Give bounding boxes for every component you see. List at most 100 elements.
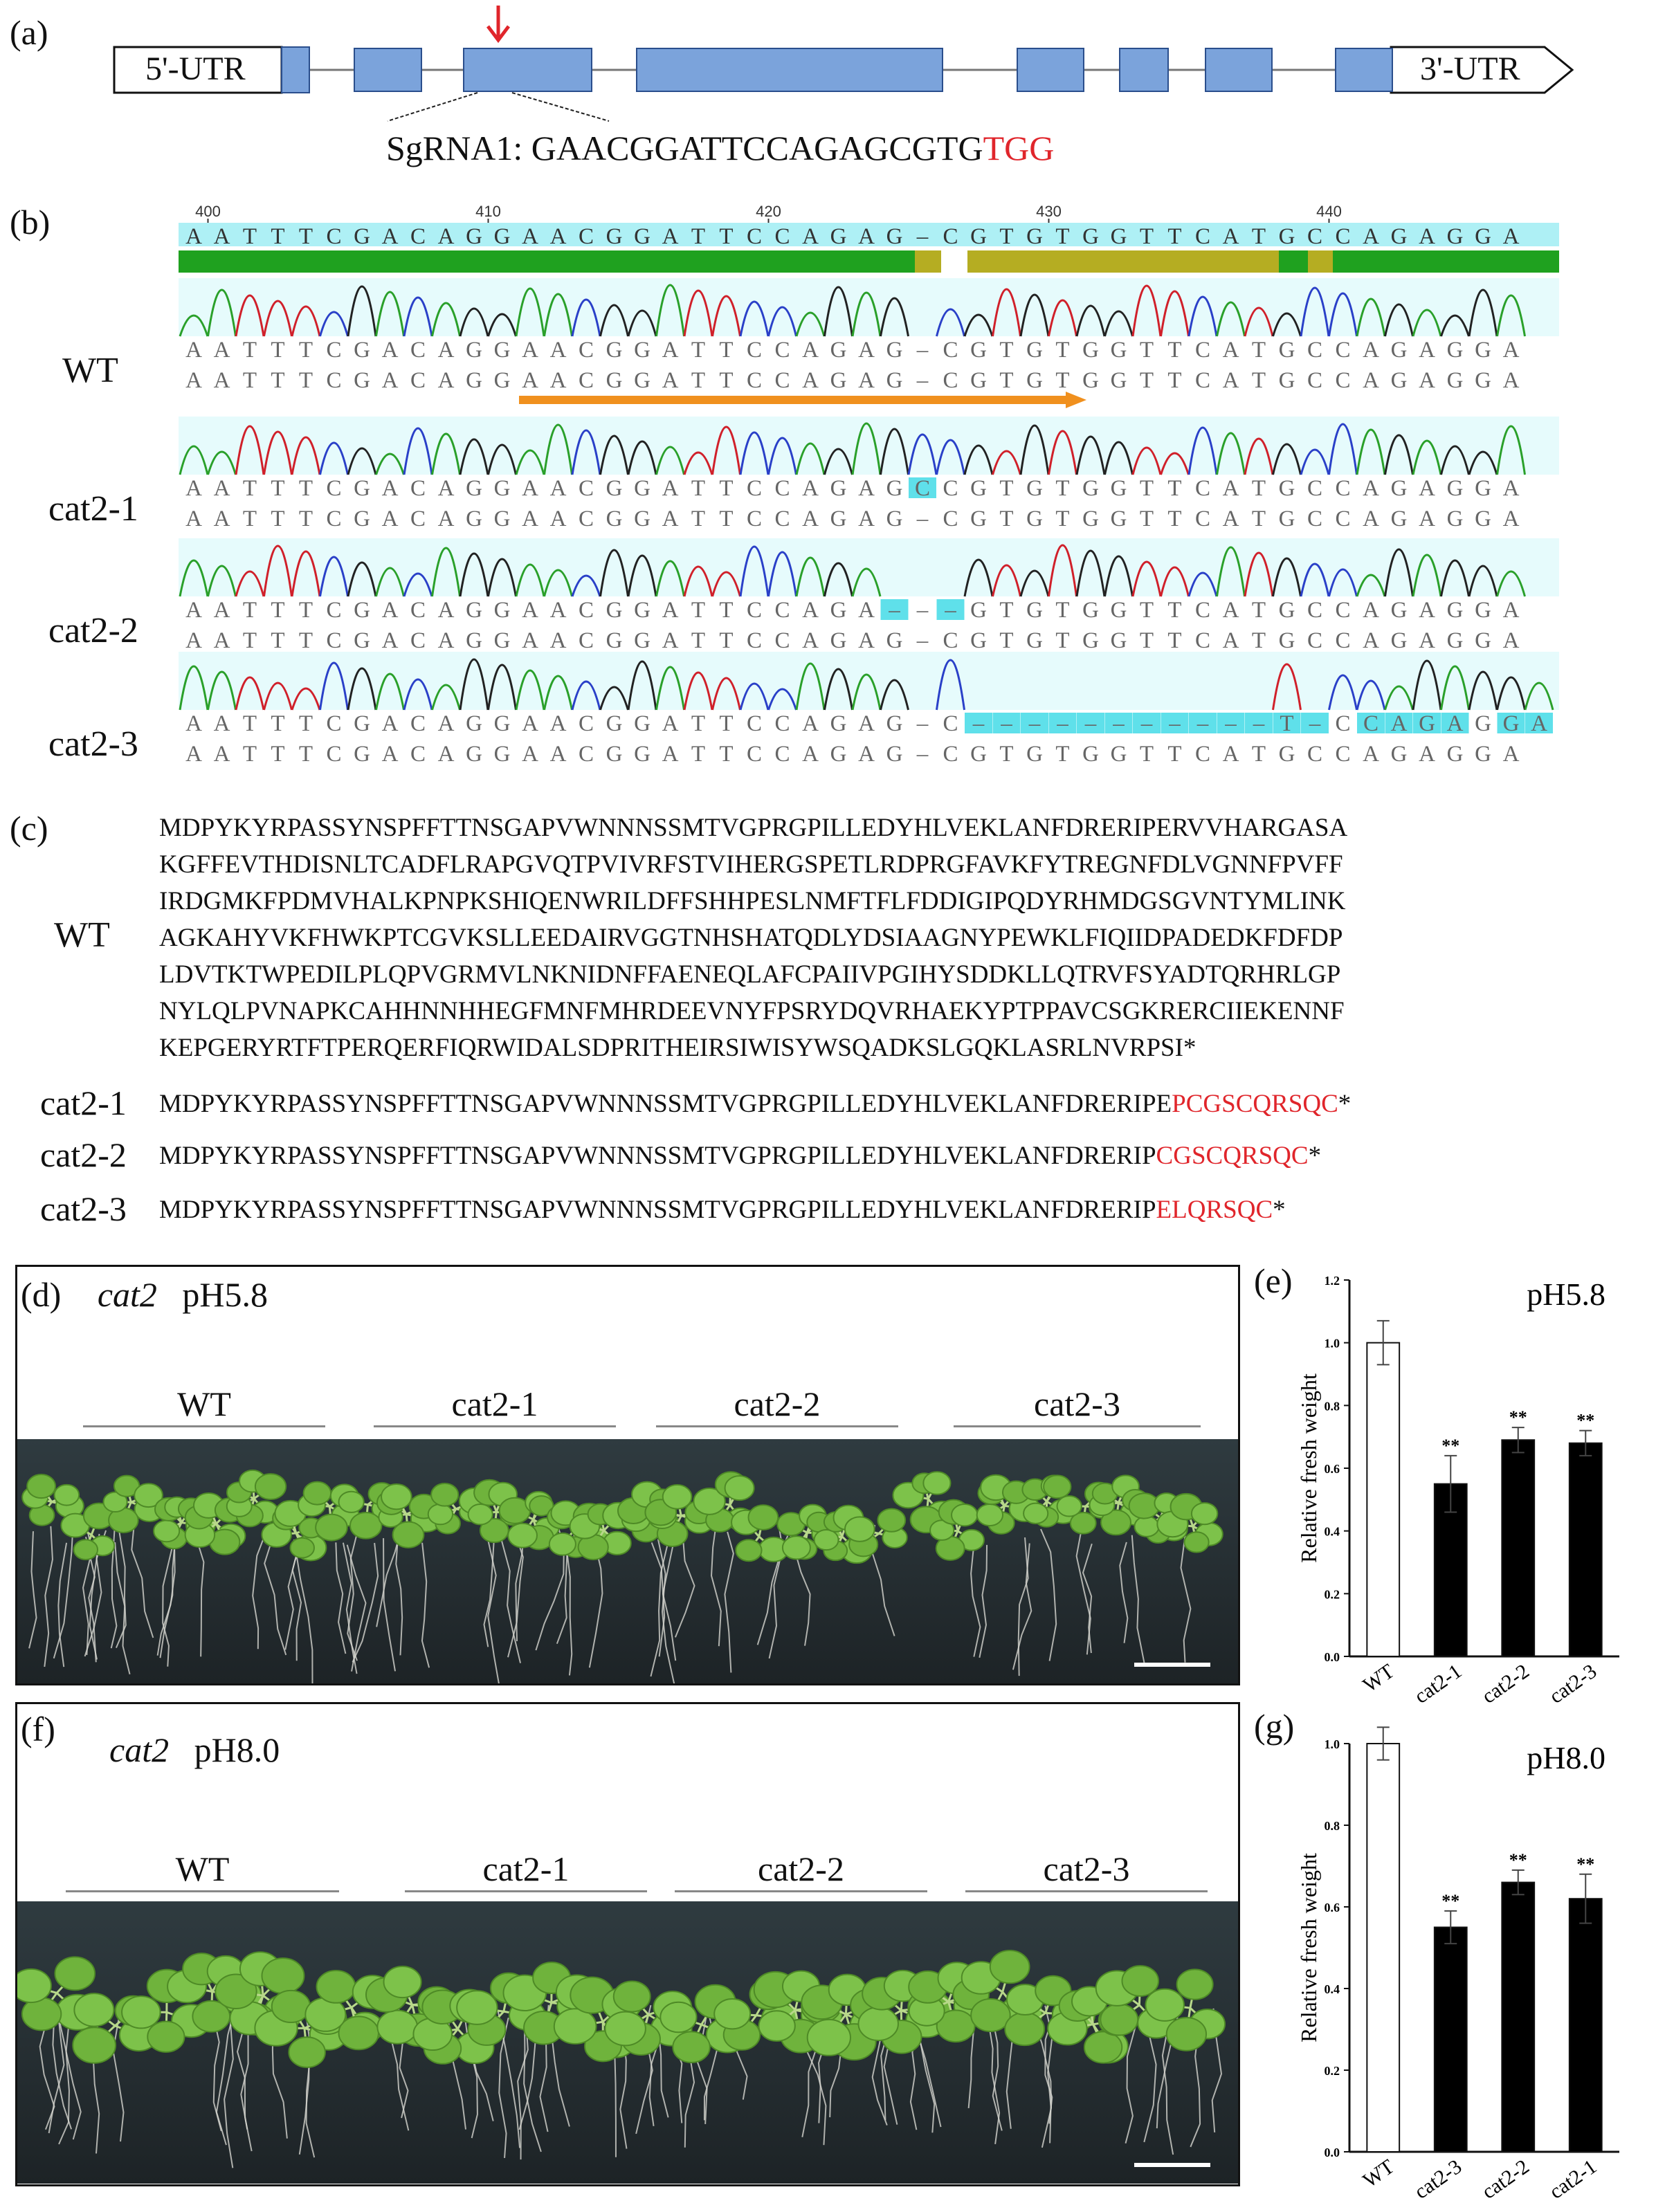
ref-base: G	[1391, 628, 1408, 653]
read-base: G	[1111, 476, 1127, 501]
ref-base: A	[1223, 506, 1239, 531]
root	[990, 2013, 1003, 2131]
ref-base: G	[494, 628, 511, 653]
guide-arrow-icon	[519, 392, 1086, 408]
read-base: A	[522, 338, 538, 363]
trace-peak	[571, 574, 601, 597]
root	[674, 1526, 695, 1638]
reference-base: G	[634, 224, 650, 249]
sample-name: WT	[62, 351, 118, 390]
ref-base: A	[1503, 628, 1520, 653]
read-base: T	[299, 711, 313, 736]
reference-base: T	[719, 224, 733, 249]
exon-5	[1017, 48, 1084, 92]
trace-peak	[1131, 560, 1162, 597]
read-base: T	[1140, 476, 1154, 501]
reference-base: A	[214, 224, 230, 249]
ref-base: C	[326, 506, 341, 531]
root	[346, 1544, 367, 1672]
trace-peak	[992, 564, 1021, 597]
read-base: G	[1111, 338, 1127, 363]
ref-base: G	[1447, 368, 1464, 393]
ref-base: A	[214, 742, 230, 767]
ref-base: G	[886, 506, 903, 531]
read-base: A	[522, 476, 538, 501]
trace-peak	[235, 676, 265, 711]
ref-base: T	[999, 628, 1013, 653]
ref-base: T	[719, 742, 733, 767]
ref-base: G	[1391, 368, 1408, 393]
mutant-name: cat2-1	[40, 1084, 127, 1122]
trace-peak	[347, 667, 377, 711]
trace-peak	[375, 453, 405, 475]
read-base: T	[999, 598, 1013, 623]
trace-peak	[319, 441, 349, 475]
ref-base: A	[802, 628, 819, 653]
trace-peak	[767, 306, 797, 337]
trace-peak	[767, 551, 797, 597]
ref-base: C	[1307, 506, 1322, 531]
genotype-underline	[374, 1425, 616, 1427]
reference-base: T	[1167, 224, 1181, 249]
y-tick-label: 1.0	[1325, 1337, 1340, 1351]
read-base: C	[774, 338, 790, 363]
ref-base: C	[1307, 368, 1322, 393]
trace-peak	[599, 686, 629, 711]
ref-base: A	[438, 368, 455, 393]
ref-base: T	[1140, 368, 1154, 393]
trace-peak	[627, 660, 657, 711]
wt-protein-line: IRDGMKFPDMVHALKPNPKSHIQENWRILDFFSHHPESLN…	[159, 887, 1346, 915]
genotype-underline	[656, 1425, 898, 1427]
read-base: C	[1363, 711, 1379, 736]
trace-peak	[235, 425, 265, 475]
ref-base: T	[691, 628, 705, 653]
reference-base: G	[354, 224, 370, 249]
ref-base: A	[858, 368, 875, 393]
read-base: G	[1026, 338, 1043, 363]
trace-peak	[1272, 663, 1302, 711]
read-base: A	[1363, 476, 1379, 501]
trace-peak	[851, 567, 882, 597]
read-base: C	[1195, 338, 1210, 363]
read-base: A	[438, 711, 455, 736]
x-tick-label: WT	[1359, 2155, 1399, 2193]
mismatch-highlight	[1077, 713, 1104, 733]
read-base: C	[747, 338, 762, 363]
genotype-underline	[66, 1890, 339, 1892]
y-tick-label: 0.8	[1325, 1819, 1340, 1833]
trace-peak	[291, 550, 321, 597]
ref-base: C	[747, 368, 762, 393]
read-base: –	[972, 711, 985, 736]
root	[352, 1542, 379, 1663]
read-base: C	[943, 338, 958, 363]
panel-f-title: cat2 pH8.0	[109, 1730, 280, 1770]
read-base: –	[1253, 711, 1265, 736]
root	[711, 1525, 722, 1647]
ref-base: T	[1167, 742, 1181, 767]
x-tick-label: cat2-2	[1477, 2155, 1533, 2204]
wt-protein-name: WT	[54, 915, 110, 955]
read-base: A	[1531, 711, 1547, 736]
ref-base: A	[802, 742, 819, 767]
mismatch-highlight	[1245, 713, 1273, 733]
reference-base: T	[1140, 224, 1154, 249]
ref-base: A	[1419, 628, 1435, 653]
ref-base: T	[271, 506, 284, 531]
read-base: A	[214, 711, 230, 736]
wt-protein-line: NYLQLPVNAPKCAHHNNHHEGFMNFMHRDEEVNYFPSRYD…	[159, 997, 1345, 1025]
trace-peak	[795, 442, 826, 475]
read-base: T	[719, 476, 733, 501]
read-base: A	[214, 598, 230, 623]
read-base: A	[550, 598, 567, 623]
read-base: C	[747, 598, 762, 623]
trace-peak	[683, 289, 713, 337]
genotype-underline	[83, 1425, 325, 1427]
ref-base: G	[1111, 368, 1127, 393]
ref-base: A	[522, 368, 538, 393]
trace-peak	[767, 688, 797, 711]
sample-name: cat2-1	[48, 489, 138, 529]
trace-peak	[795, 311, 826, 337]
trace-peak	[543, 675, 573, 711]
genotype-underline	[675, 1890, 927, 1892]
mismatch-highlight	[909, 477, 936, 498]
